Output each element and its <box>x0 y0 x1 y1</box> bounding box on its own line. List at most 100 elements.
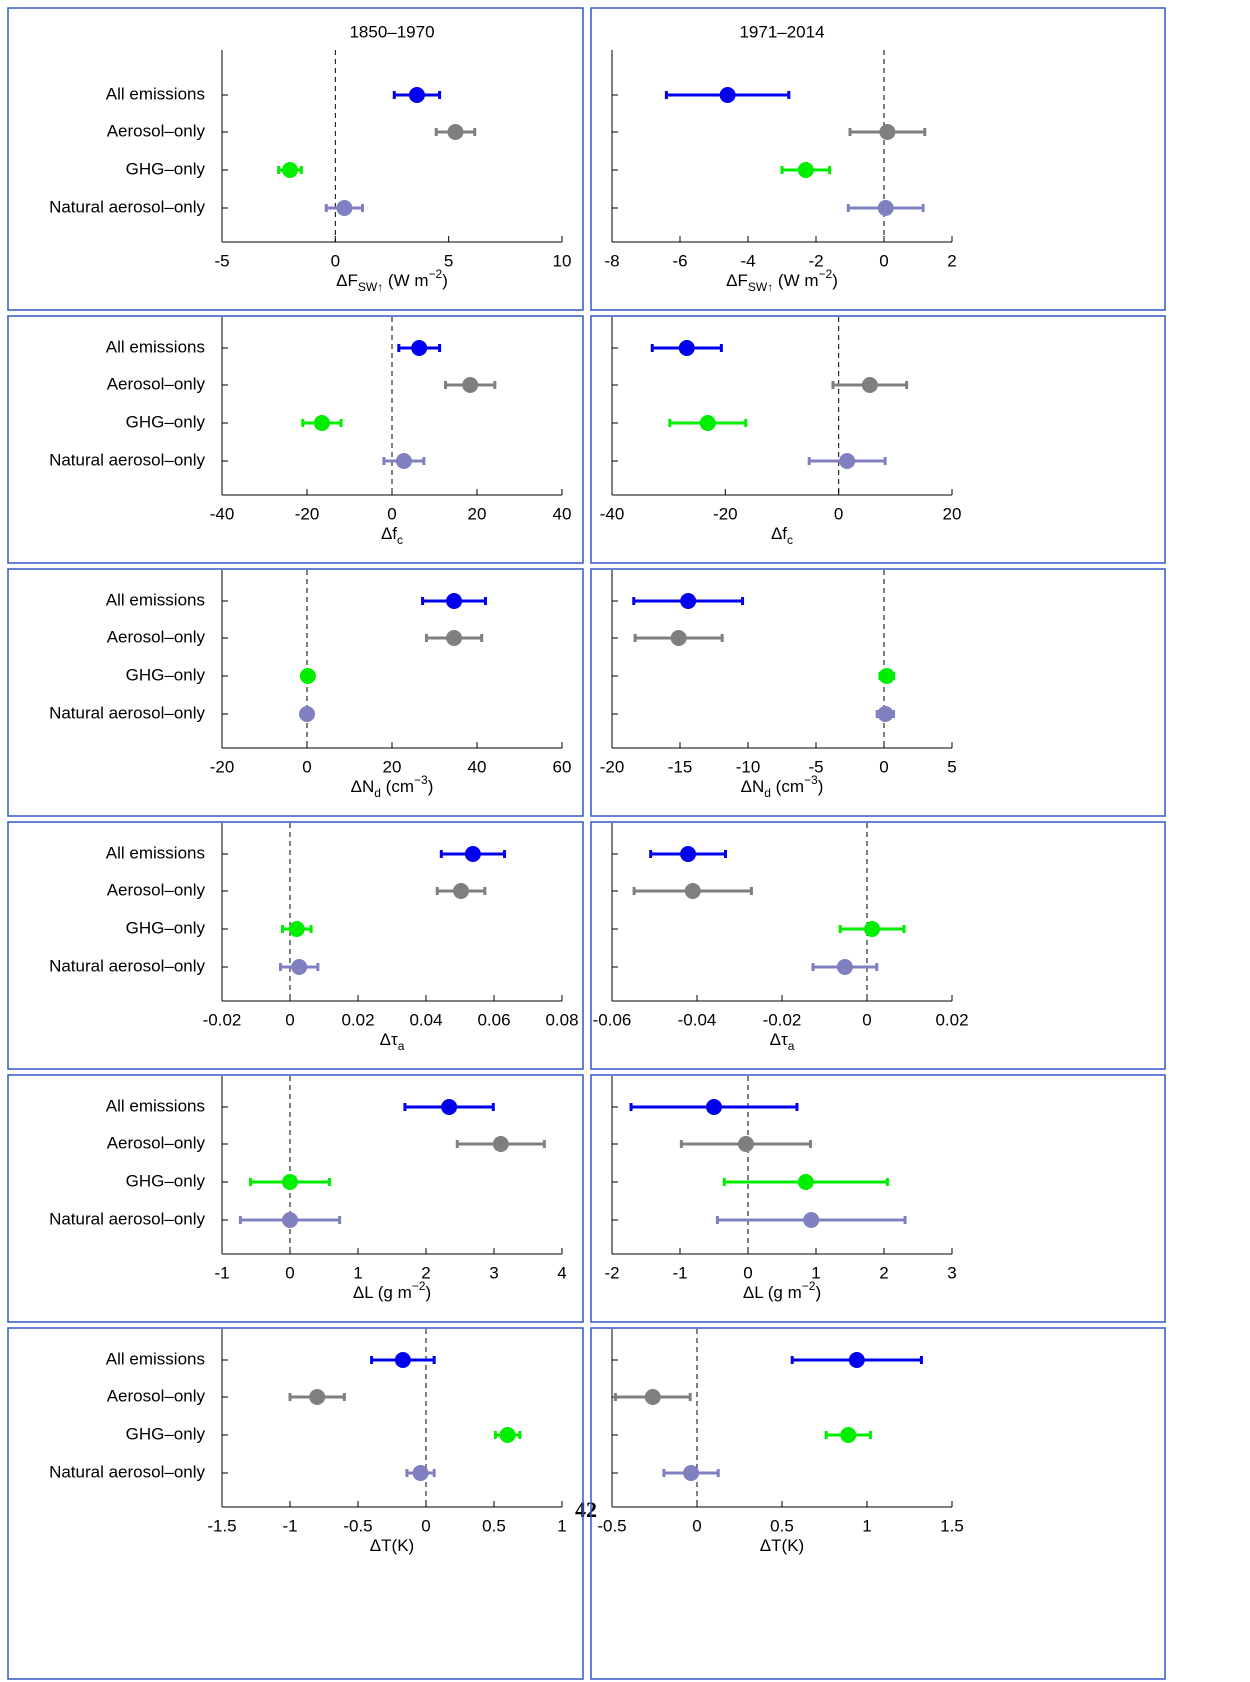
x-axis-label: ΔT(K) <box>370 1536 414 1555</box>
category-label: Natural aerosol–only <box>49 1462 205 1481</box>
panel-frame <box>590 1074 1166 1323</box>
point <box>706 1099 722 1115</box>
point <box>492 1136 509 1152</box>
x-axis-label-part: (W m <box>773 271 818 290</box>
x-axis-label: ΔL (g m−2​) <box>743 1279 821 1302</box>
x-tick-label: 0 <box>387 504 396 523</box>
x-axis-label: Δτa <box>770 1030 795 1053</box>
x-tick-label: 2 <box>879 1263 888 1282</box>
x-axis-label-part: c <box>787 533 793 547</box>
x-tick-label: 1 <box>811 1263 820 1282</box>
x-tick-label: 20 <box>468 504 487 523</box>
point <box>737 1136 754 1152</box>
x-axis-label-part: ) <box>428 777 434 796</box>
x-tick-label: 40 <box>468 757 487 776</box>
x-axis-label-part: −3 <box>804 773 818 787</box>
x-tick-label: 1 <box>353 1263 362 1282</box>
point <box>394 1352 411 1368</box>
x-axis-label: Δτa <box>380 1030 405 1053</box>
point <box>408 87 425 103</box>
x-axis-label-part: ) <box>442 271 448 290</box>
x-tick-label: -0.5 <box>343 1516 372 1535</box>
category-label: All emissions <box>106 1349 205 1368</box>
x-tick-label: 5 <box>947 757 956 776</box>
x-tick-label: -20 <box>295 504 320 523</box>
x-axis-label-part: ΔF <box>726 271 748 290</box>
x-tick-label: -10 <box>736 757 761 776</box>
point <box>282 1174 298 1190</box>
point <box>680 593 697 609</box>
x-tick-label: 0 <box>879 251 888 270</box>
panel-title: 1850–1970 <box>349 22 434 41</box>
point <box>446 593 463 609</box>
x-tick-label: 1.5 <box>940 1516 964 1535</box>
panel-frame <box>590 1327 1166 1680</box>
x-tick-label: 2 <box>421 1263 430 1282</box>
x-axis-label-part: ) <box>425 1283 431 1302</box>
x-axis-label-part: −3 <box>414 773 428 787</box>
point <box>836 959 853 975</box>
category-label: GHG–only <box>126 918 206 937</box>
x-axis-label-part: ) <box>832 271 838 290</box>
panel-frame <box>590 7 1166 311</box>
x-tick-label: -5 <box>808 757 823 776</box>
x-tick-label: 3 <box>947 1263 956 1282</box>
category-label: Natural aerosol–only <box>49 197 205 216</box>
panel-title: 1971–2014 <box>739 22 824 41</box>
point <box>288 921 305 937</box>
x-tick-label: 0.06 <box>477 1010 510 1029</box>
x-tick-label: 0 <box>879 757 888 776</box>
category-label: Aerosol–only <box>107 880 206 899</box>
point <box>797 162 814 178</box>
x-tick-label: -1.5 <box>207 1516 236 1535</box>
point <box>719 87 736 103</box>
x-tick-label: 2 <box>947 251 956 270</box>
point <box>797 1174 814 1190</box>
point <box>879 124 896 140</box>
x-axis-label-part: Δτ <box>380 1030 398 1049</box>
category-label: GHG–only <box>126 412 206 431</box>
point <box>299 668 316 684</box>
point <box>309 1389 326 1405</box>
x-axis-label-part: ) <box>818 777 824 796</box>
x-tick-label: -6 <box>672 251 687 270</box>
x-tick-label: 0 <box>285 1010 294 1029</box>
point <box>411 340 428 356</box>
x-axis-label: Δfc <box>381 524 403 547</box>
point <box>395 453 412 469</box>
x-tick-label: 0.02 <box>935 1010 968 1029</box>
point <box>684 883 701 899</box>
panel-frame <box>590 568 1166 817</box>
x-tick-label: -5 <box>214 251 229 270</box>
point <box>462 377 479 393</box>
point <box>699 415 716 431</box>
category-label: Natural aerosol–only <box>49 703 205 722</box>
x-tick-label: -0.06 <box>593 1010 632 1029</box>
x-axis-label-part: −2 <box>819 267 833 281</box>
panel-frame <box>590 821 1166 1070</box>
x-axis-label-part: ΔT(K) <box>760 1536 804 1555</box>
panel-frame <box>7 315 584 564</box>
category-label: GHG–only <box>126 1171 206 1190</box>
x-tick-label: -1 <box>214 1263 229 1282</box>
x-axis-label: Δfc <box>771 524 793 547</box>
x-tick-label: -1 <box>672 1263 687 1282</box>
x-axis-label-part: −2 <box>802 1279 816 1293</box>
category-label: Aerosol–only <box>107 627 206 646</box>
x-tick-label: -2 <box>808 251 823 270</box>
point <box>877 706 894 722</box>
x-tick-label: -20 <box>713 504 738 523</box>
x-axis-label-part: ΔF <box>336 271 358 290</box>
category-label: Aerosol–only <box>107 1133 206 1152</box>
x-tick-label: -15 <box>668 757 693 776</box>
category-label: Aerosol–only <box>107 374 206 393</box>
x-axis-label-part: a <box>398 1039 405 1053</box>
point <box>291 959 308 975</box>
x-tick-label: -8 <box>604 251 619 270</box>
panel-frame <box>7 1327 584 1680</box>
point <box>282 1212 298 1228</box>
x-axis-label-part: Δτ <box>770 1030 788 1049</box>
x-tick-label: 0.5 <box>482 1516 506 1535</box>
x-tick-label: -2 <box>604 1263 619 1282</box>
panel-frame <box>7 568 584 817</box>
